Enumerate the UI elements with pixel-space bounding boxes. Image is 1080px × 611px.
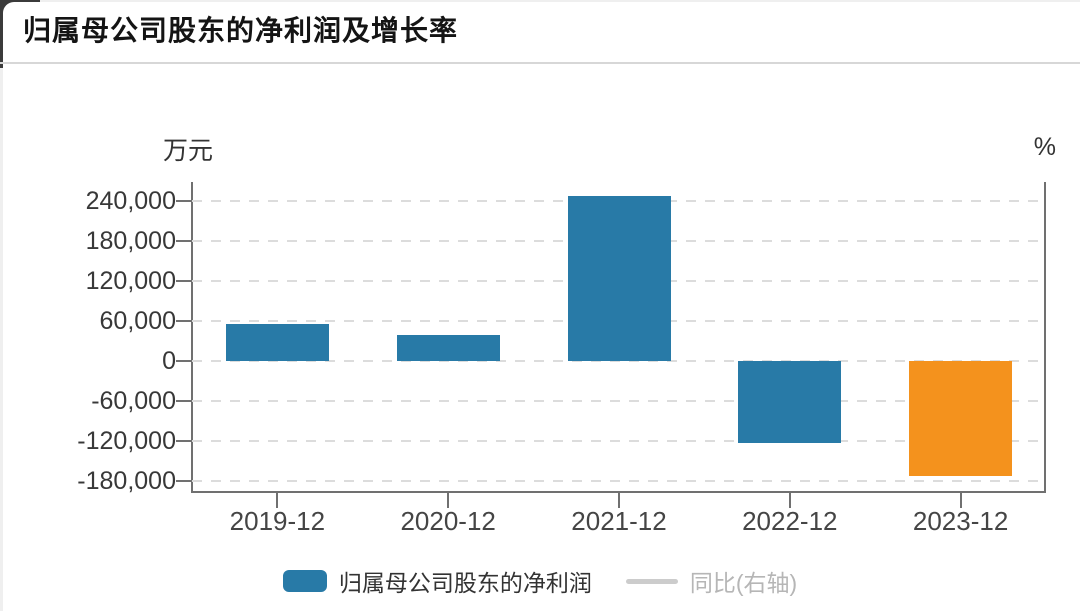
gridline <box>192 360 1046 362</box>
bar-2023-12[interactable] <box>909 361 1013 476</box>
left-axis-unit-label: 万元 <box>163 137 214 165</box>
x-axis-tick <box>447 492 450 508</box>
x-axis-tick-label: 2020-12 <box>400 506 496 536</box>
y-axis-tick-label: -60,000 <box>91 387 176 415</box>
y-axis-tick <box>176 400 192 402</box>
y-axis-tick-label: 120,000 <box>85 267 176 295</box>
bar-2021-12[interactable] <box>567 195 671 361</box>
bar-2022-12[interactable] <box>738 361 842 443</box>
x-axis-tick <box>788 492 791 508</box>
gridline <box>192 480 1046 482</box>
y-axis-tick-label: 60,000 <box>99 307 176 335</box>
legend-item-net-profit[interactable]: 归属母公司股东的净利润 <box>282 564 592 598</box>
y-axis-tick <box>176 280 192 282</box>
gridline <box>192 440 1046 442</box>
y-axis-tick <box>176 360 192 362</box>
y-axis-tick <box>176 320 192 322</box>
right-y-axis-line <box>1044 182 1046 492</box>
legend: 归属母公司股东的净利润 同比(右轴) <box>0 563 1080 599</box>
y-axis-tick <box>176 440 192 442</box>
gridline <box>192 400 1046 402</box>
y-axis-tick-label: -180,000 <box>77 467 176 495</box>
bar-2019-12[interactable] <box>225 324 329 361</box>
x-axis-tick <box>276 492 279 508</box>
left-y-axis-line <box>191 182 193 492</box>
x-axis-tick <box>618 492 620 508</box>
legend-label-net-profit: 归属母公司股东的净利润 <box>338 570 592 596</box>
y-axis-tick <box>176 240 192 242</box>
y-axis-tick <box>176 480 192 482</box>
x-axis-tick-label: 2021-12 <box>571 506 667 536</box>
y-axis-tick-label: -120,000 <box>77 427 176 455</box>
x-axis-tick-label: 2022-12 <box>742 506 838 536</box>
y-axis-tick-label: 180,000 <box>85 227 176 255</box>
y-axis-tick-label: 240,000 <box>85 187 176 215</box>
page-title: 归属母公司股东的净利润及增长率 <box>23 15 459 46</box>
legend-label-yoy-growth: 同比(右轴) <box>689 570 798 596</box>
x-axis-tick <box>959 492 962 508</box>
header-divider <box>0 62 1080 64</box>
card-background <box>3 2 1080 611</box>
legend-item-yoy-growth[interactable]: 同比(右轴) <box>625 564 798 598</box>
bar-2020-12[interactable] <box>396 335 500 361</box>
line-series-swatch <box>625 578 678 584</box>
x-axis-tick-label: 2019-12 <box>229 506 326 536</box>
y-axis-tick-label: 0 <box>162 347 176 375</box>
y-axis-tick <box>176 200 192 202</box>
right-axis-unit-label: % <box>1033 133 1056 161</box>
x-axis-tick-label: 2023-12 <box>912 506 1009 536</box>
bar-series-swatch <box>282 570 327 592</box>
